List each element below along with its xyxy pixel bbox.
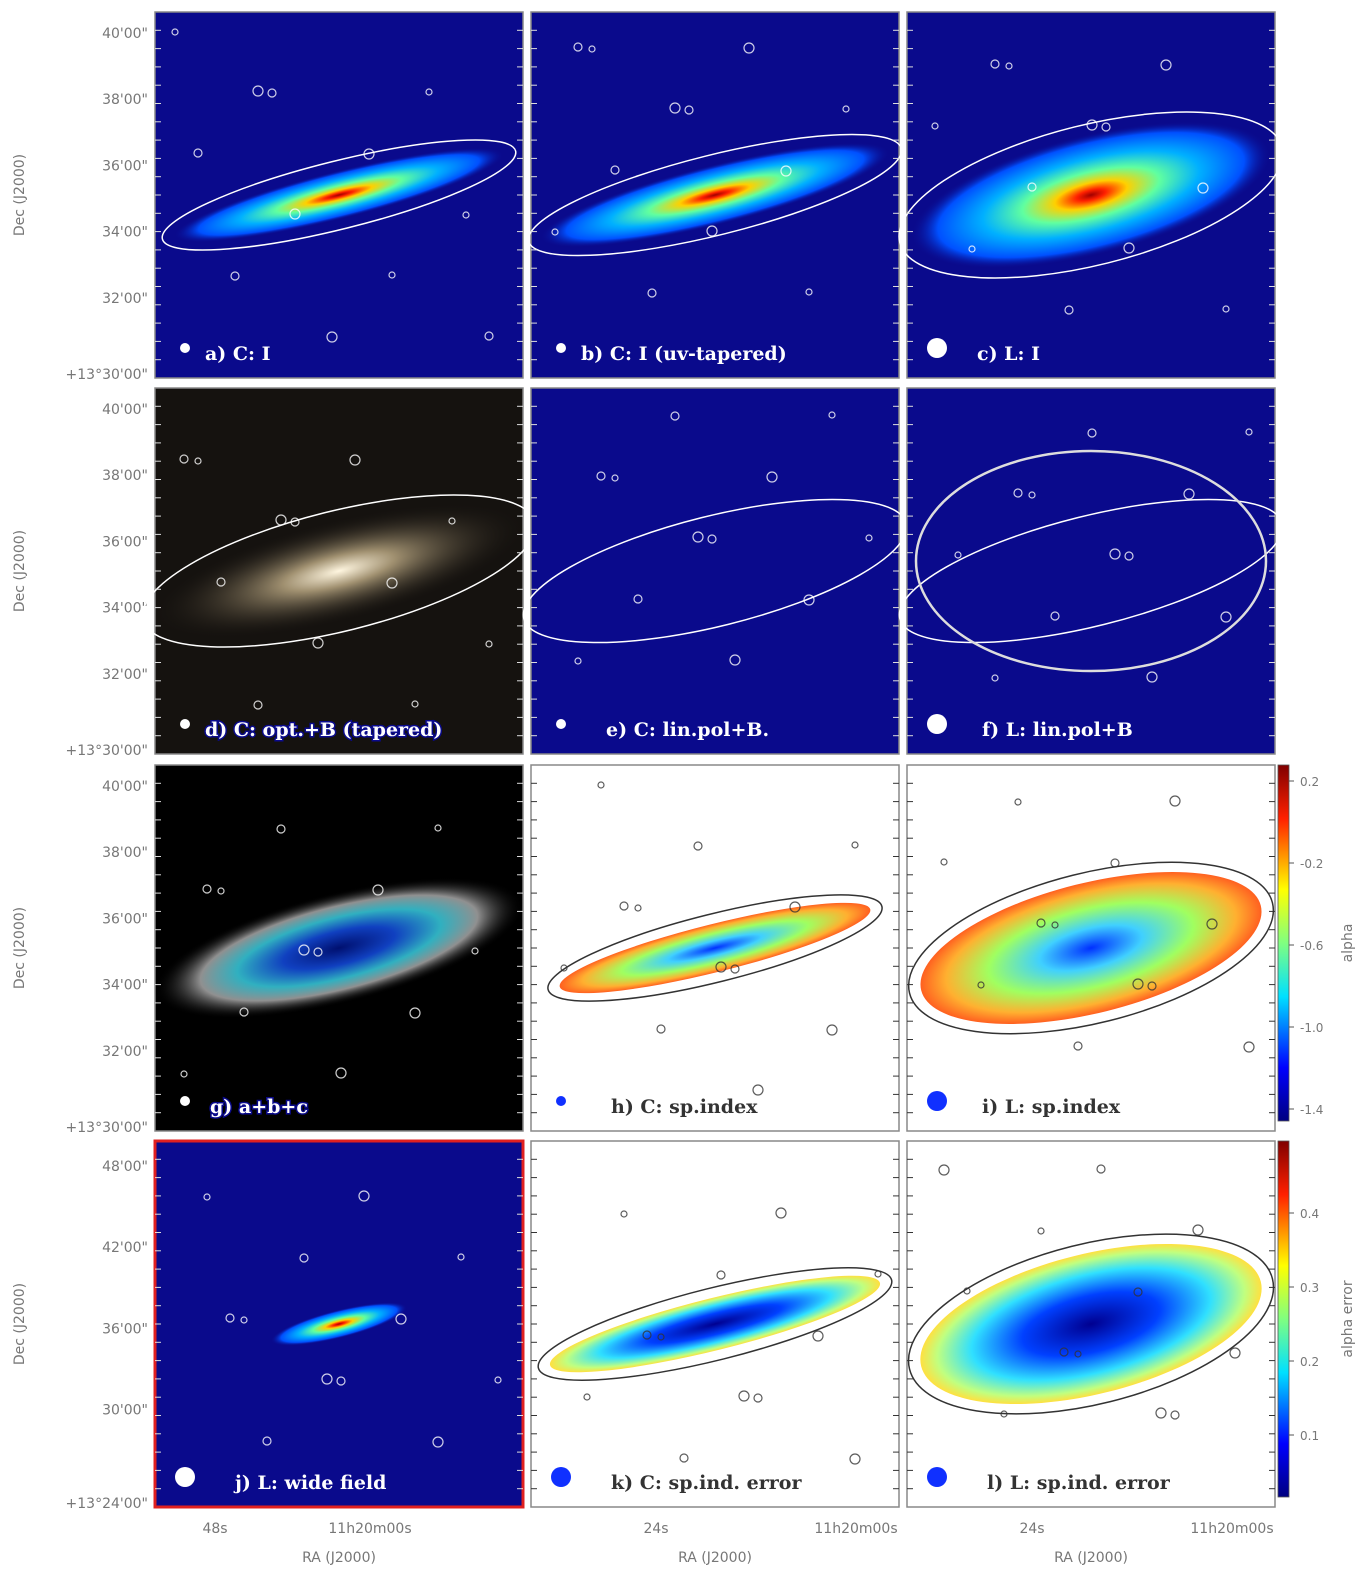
panel: a) C: I (154, 12, 524, 378)
y-tick-label: 40'00" (102, 26, 148, 42)
y-tick-label: 38'00" (102, 845, 148, 861)
y-axis-label: Dec (J2000) (12, 907, 28, 989)
y-tick-label: 36'00" (102, 158, 148, 174)
colorbar-tick-label: -0.2 (1300, 857, 1323, 871)
colorbar-label: alpha (1340, 924, 1356, 963)
panel-label: a) C: I (205, 343, 271, 365)
panel-label: l) L: sp.ind. error (987, 1472, 1171, 1494)
y-tick-label: 34'00" (102, 978, 148, 994)
panel-label: b) C: I (uv-tapered) (581, 343, 787, 365)
panel-label: e) C: lin.pol+B. (606, 719, 769, 741)
beam (927, 1467, 947, 1487)
panel-label: j) L: wide field (233, 1472, 386, 1494)
beam (180, 343, 190, 353)
panel: k) C: sp.ind. error (530, 1141, 901, 1507)
panel-label: f) L: lin.pol+B (982, 719, 1133, 741)
y-tick-label: 36'00" (102, 534, 148, 550)
colorbar-tick-label: 0.4 (1300, 1207, 1319, 1221)
y-axis-label: Dec (J2000) (12, 154, 28, 236)
panel: j) L: wide field (155, 1141, 523, 1507)
y-tick-label: 30'00" (102, 1403, 148, 1419)
panel-image (531, 388, 899, 754)
panel-label: g) a+b+c (210, 1096, 308, 1118)
y-tick-label: +13°24'00" (66, 1496, 148, 1512)
panel: f) L: lin.pol+B (887, 388, 1296, 754)
x-tick-label: 24s (1019, 1521, 1044, 1537)
y-tick-label: 40'00" (102, 402, 148, 418)
y-tick-label: 36'00" (102, 911, 148, 927)
colorbar (1278, 1141, 1289, 1497)
y-tick-label: +13°30'00" (66, 1120, 148, 1136)
y-tick-label: 38'00" (102, 468, 148, 484)
panel: g) a+b+c (141, 765, 536, 1131)
y-tick-label: 34'00" (102, 601, 148, 617)
x-axis-label: RA (J2000) (1054, 1550, 1128, 1566)
figure: Dec (J2000) 40'00" 38'00" 36'00" 34'00" 32'00… (0, 0, 1372, 1589)
panel-label: h) C: sp.index (611, 1096, 758, 1118)
beam (927, 1091, 947, 1111)
colorbar-tick-label: -1.0 (1300, 1021, 1323, 1035)
beam (556, 343, 566, 353)
y-tick-label: +13°30'00" (66, 743, 148, 759)
y-tick-label: 40'00" (102, 779, 148, 795)
panel: c) L: I (883, 12, 1299, 378)
colorbar-label: alpha error (1340, 1280, 1356, 1357)
y-tick-label: 38'00" (102, 92, 148, 108)
y-tick-label: +13°30'00" (66, 367, 148, 383)
panel: i) L: sp.index (891, 765, 1290, 1131)
y-tick-label: 32'00" (102, 291, 148, 307)
y-axis-label: Dec (J2000) (12, 1283, 28, 1365)
colorbar-tick-label: -0.6 (1300, 939, 1323, 953)
y-tick-label: 32'00" (102, 667, 148, 683)
colorbar-tick-label: 0.2 (1300, 1355, 1319, 1369)
x-tick-label: 48s (202, 1521, 227, 1537)
panel-label: i) L: sp.index (982, 1096, 1121, 1118)
beam (180, 1096, 190, 1106)
y-axis-label: Dec (J2000) (12, 530, 28, 612)
panel-image (907, 388, 1275, 754)
colorbar-tick-label: 0.3 (1300, 1281, 1319, 1295)
panel: l) L: sp.ind. error (890, 1141, 1292, 1507)
x-axis-label: RA (J2000) (302, 1550, 376, 1566)
beam (175, 1467, 195, 1487)
y-tick-label: 36'00" (102, 1321, 148, 1337)
colorbar-tick-label: 0.2 (1300, 775, 1319, 789)
colorbar-tick-label: 0.1 (1300, 1429, 1319, 1443)
beam (556, 719, 566, 729)
x-tick-label: 24s (643, 1521, 668, 1537)
panel: b) C: I (uv-tapered) (519, 12, 911, 378)
beam (180, 719, 190, 729)
panel: d) C: opt.+B (tapered) (128, 388, 549, 754)
panel: h) C: sp.index (531, 765, 899, 1131)
y-tick-label: 48'00" (102, 1159, 148, 1175)
panel-label: d) C: opt.+B (tapered) (205, 719, 442, 741)
x-tick-label: 11h20m00s (328, 1521, 411, 1537)
y-tick-label: 42'00" (102, 1240, 148, 1256)
beam (556, 1096, 566, 1106)
beam (551, 1467, 571, 1487)
colorbar (1278, 765, 1289, 1121)
x-axis-label: RA (J2000) (678, 1550, 752, 1566)
x-tick-label: 11h20m00s (1190, 1521, 1273, 1537)
beam (927, 714, 947, 734)
y-tick-label: 34'00" (102, 225, 148, 241)
colorbar-tick-label: -1.4 (1300, 1103, 1323, 1117)
y-tick-label: 32'00" (102, 1044, 148, 1060)
beam (927, 338, 947, 358)
panel: e) C: lin.pol+B. (511, 388, 920, 754)
panel-label: c) L: I (977, 343, 1040, 365)
panel-label: k) C: sp.ind. error (611, 1472, 802, 1494)
x-tick-label: 11h20m00s (814, 1521, 897, 1537)
